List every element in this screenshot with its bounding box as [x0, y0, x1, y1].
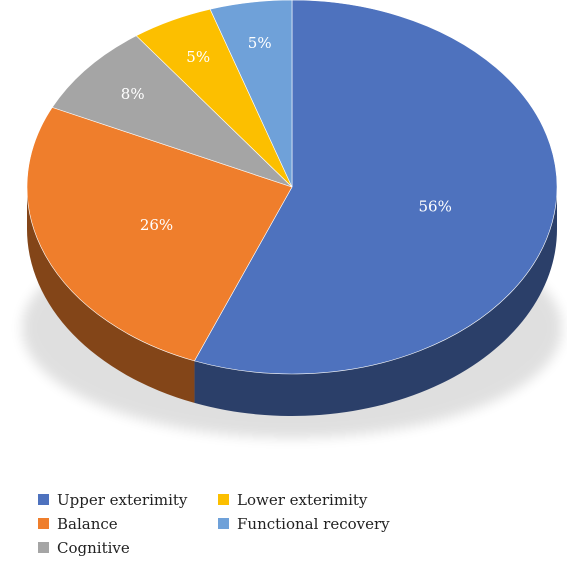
legend-item-functional-recovery: Functional recovery: [218, 513, 468, 534]
pie-slice-upper-exterimity: [193, 0, 558, 375]
legend-label: Functional recovery: [237, 514, 390, 533]
pie-chart: 56% 26% 8% 5% 5%: [22, 0, 562, 438]
legend-label: Lower exterimity: [237, 490, 368, 509]
legend: Upper exterimity Lower exterimity Balanc…: [38, 489, 558, 558]
legend-grid: Upper exterimity Lower exterimity Balanc…: [38, 489, 558, 558]
legend-item-lower-exterimity: Lower exterimity: [218, 489, 468, 510]
legend-swatch: [38, 542, 49, 553]
legend-swatch: [38, 494, 49, 505]
pie-data-labels: 56% 26% 8% 5% 5%: [121, 34, 452, 234]
pie-side-upper-exterimity: [194, 187, 557, 416]
pie-side-balance: [27, 187, 195, 403]
legend-label: Upper exterimity: [57, 490, 188, 509]
legend-swatch: [38, 518, 49, 529]
legend-label: Balance: [57, 514, 118, 533]
pie-sides: [27, 187, 557, 416]
data-label-functional-recovery: 5%: [248, 34, 272, 52]
legend-swatch: [218, 518, 229, 529]
pie-slice-balance: [26, 107, 293, 362]
data-label-balance: 26%: [140, 216, 173, 234]
data-label-cognitive: 8%: [121, 85, 145, 103]
data-label-lower-exterimity: 5%: [186, 48, 210, 66]
data-label-upper-exterimity: 56%: [419, 197, 452, 215]
legend-item-upper-exterimity: Upper exterimity: [38, 489, 218, 510]
legend-item-balance: Balance: [38, 513, 218, 534]
legend-item-cognitive: Cognitive: [38, 537, 218, 558]
pie-slice-cognitive: [51, 35, 293, 188]
legend-swatch: [218, 494, 229, 505]
pie-slices: [26, 0, 558, 375]
pie-slice-functional-recovery: [209, 0, 293, 188]
legend-label: Cognitive: [57, 538, 130, 557]
